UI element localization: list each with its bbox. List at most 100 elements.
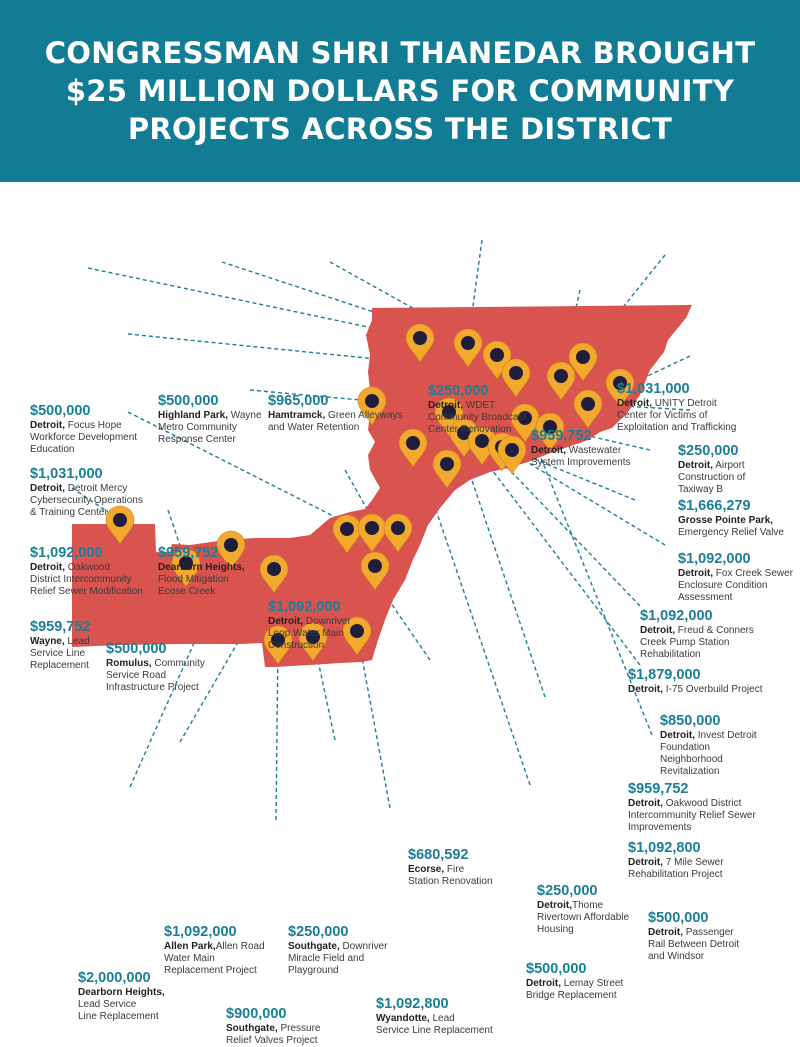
map-pin-icon: [453, 328, 483, 368]
map-pin-icon: [501, 358, 531, 398]
project-amount: $500,000: [30, 403, 91, 419]
header-banner: CONGRESSMAN SHRI THANEDAR BROUGHT $25 MI…: [0, 0, 800, 182]
project-label-p25: $250,000 Southgate, Downriver Miracle Fie…: [288, 923, 408, 977]
project-amount: $500,000: [648, 910, 709, 926]
project-place: Detroit,: [30, 420, 65, 431]
project-label-p7: $250,000 Detroit, Airport Construction of…: [678, 442, 790, 496]
project-label-p3: $965,000 Hamtramck, Green Alleyways and W…: [268, 392, 408, 434]
project-place: Detroit,: [537, 900, 572, 911]
project-description: Flood Mitigation Ecose Creek: [158, 574, 229, 597]
project-place: Detroit,: [428, 400, 463, 411]
project-description: Community Service Road Infrastructure Pr…: [106, 658, 205, 693]
project-amount: $500,000: [106, 641, 167, 657]
project-amount: $250,000: [428, 383, 489, 399]
project-description: Airport Construction of Taxiway B: [678, 460, 746, 495]
project-amount: $500,000: [526, 961, 587, 977]
project-label-p21: $1,092,800 Detroit, 7 Mile Sewer Rehabili…: [628, 839, 788, 881]
project-place: Wyandotte,: [376, 1013, 430, 1024]
project-label-p20: $680,592 Ecorse, Fire Station Renovation: [408, 846, 518, 888]
project-amount: $959,752: [158, 545, 219, 561]
project-place: Southgate,: [288, 941, 340, 952]
project-label-p6: $959,752 Detroit, Wastewater System Impro…: [531, 427, 656, 469]
project-place: Romulus,: [106, 658, 152, 669]
project-amount: $1,031,000: [30, 466, 103, 482]
leader-line: [524, 417, 653, 736]
project-description: Green Alleyways and Water Retention: [268, 410, 403, 433]
project-description: Focus Hope Workforce Development Educati…: [30, 420, 138, 455]
pin-layer: [105, 323, 635, 665]
project-label-p12: $1,092,000 Detroit, Fox Creek Sewer Enclo…: [678, 550, 798, 604]
project-description: Downriver Loop Water Main Construction: [268, 616, 351, 651]
map-pin-icon: [332, 514, 362, 554]
project-place: Detroit,: [531, 445, 566, 456]
project-place: Grosse Pointe Park,: [678, 515, 774, 526]
project-place: Dearborn Heights,: [78, 987, 165, 998]
map-pin-icon: [357, 513, 387, 553]
map-pin-icon: [434, 397, 464, 437]
project-amount: $680,592: [408, 847, 469, 863]
project-place: Allen Park,: [164, 941, 216, 952]
project-label-p13: $1,092,000 Detroit, Downriver Loop Water …: [268, 598, 378, 652]
project-amount: $959,752: [30, 619, 91, 635]
map-pin-icon: [605, 368, 635, 408]
project-place: Detroit,: [628, 684, 663, 695]
project-label-p17: $1,879,000 Detroit, I-75 Overbuild Projec…: [628, 666, 793, 696]
project-place: Detroit,: [617, 398, 652, 409]
leader-line: [221, 261, 469, 344]
page-title: CONGRESSMAN SHRI THANEDAR BROUGHT $25 MI…: [44, 36, 756, 146]
project-description: Lead Service Line Replacement: [78, 999, 159, 1022]
map-pin-icon: [298, 622, 328, 662]
project-amount: $850,000: [660, 713, 721, 729]
project-place: Dearborn Heights,: [158, 562, 245, 573]
map-pin-icon: [259, 554, 289, 594]
project-amount: $965,000: [268, 393, 329, 409]
project-place: Detroit,: [628, 857, 663, 868]
project-place: Detroit,: [640, 625, 675, 636]
project-description: Invest Detroit Foundation Neighborhood R…: [660, 730, 757, 777]
project-place: Detroit,: [678, 568, 713, 579]
map-pin-icon: [360, 551, 390, 591]
project-amount: $1,092,000: [640, 608, 713, 624]
project-label-p9: $1,666,279 Grosse Pointe Park, Emergency …: [678, 497, 798, 539]
leader-line: [87, 267, 421, 339]
leader-line: [448, 411, 546, 698]
project-amount: $1,092,800: [628, 840, 701, 856]
project-amount: $250,000: [537, 883, 598, 899]
project-label-p8: $1,031,000 Detroit, Detroit Mercy Cyberse…: [30, 465, 190, 519]
leader-line: [501, 446, 666, 546]
project-description: Wayne Metro Community Response Center: [158, 410, 262, 445]
project-amount: $1,092,000: [164, 924, 237, 940]
project-label-p1: $500,000 Detroit, Focus Hope Workforce De…: [30, 402, 180, 456]
project-place: Detroit,: [628, 798, 663, 809]
project-amount: $1,092,000: [678, 551, 751, 567]
project-description: Lead Service Line Replacement: [30, 636, 90, 671]
map-pin-icon: [398, 428, 428, 468]
project-amount: $1,666,279: [678, 498, 751, 514]
district-map-graphic: [71, 239, 692, 821]
project-amount: $2,000,000: [78, 970, 151, 986]
map-pin-icon: [171, 548, 201, 588]
project-label-p4: $250,000 Detroit, WDET Community Broadcas…: [428, 382, 558, 436]
map-pin-icon: [105, 505, 135, 545]
project-place: Detroit,: [30, 562, 65, 573]
leader-line: [511, 449, 636, 501]
project-description: Freud & Conners Creek Pump Station Rehab…: [640, 625, 754, 660]
project-description: I-75 Overbuild Project: [663, 684, 763, 695]
project-amount: $250,000: [678, 443, 739, 459]
project-label-p19: $959,752 Detroit, Oakwood District Interc…: [628, 780, 798, 834]
project-amount: $500,000: [158, 393, 219, 409]
leader-line: [275, 639, 279, 821]
map-pin-icon: [405, 323, 435, 363]
project-label-p29: $1,092,800 Wyandotte, Lead Service Line R…: [376, 995, 516, 1037]
project-label-p16: $500,000 Romulus, Community Service Road …: [106, 640, 236, 694]
district-shape: [72, 305, 692, 667]
project-label-p15: $959,752 Wayne, Lead Service Line Replace…: [30, 618, 130, 672]
map-pin-icon: [383, 513, 413, 553]
map-pin-icon: [357, 386, 387, 426]
project-label-p5: $1,031,000 Detroit, UNITY Detroit Center …: [617, 380, 777, 434]
project-label-p2: $500,000 Highland Park, Wayne Metro Commu…: [158, 392, 278, 446]
project-place: Detroit,: [678, 460, 713, 471]
project-place: Detroit,: [268, 616, 303, 627]
project-amount: $900,000: [226, 1006, 287, 1022]
project-place: Highland Park,: [158, 410, 229, 421]
